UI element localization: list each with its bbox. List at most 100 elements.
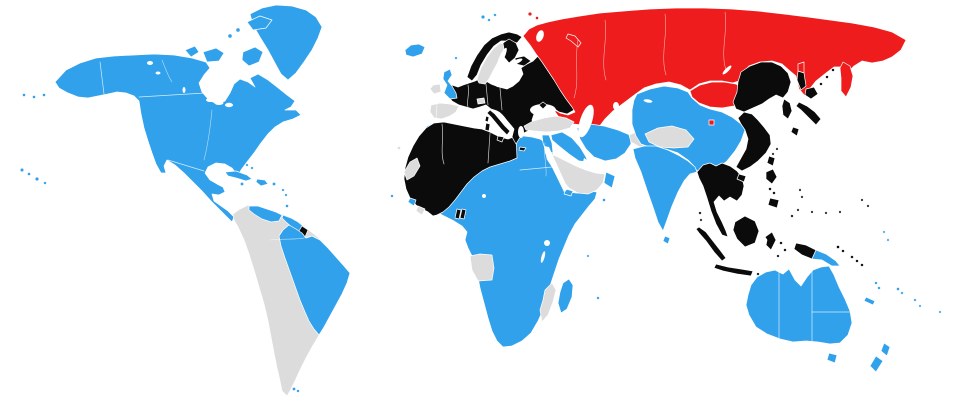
svalbard <box>493 13 497 17</box>
polynesia <box>938 310 942 314</box>
lake-baikal <box>722 65 732 75</box>
corsica <box>484 115 490 123</box>
lake-balkhash <box>643 99 653 103</box>
tasmania <box>826 352 838 364</box>
oman <box>603 171 616 189</box>
andaman-islands <box>699 218 703 222</box>
east-china-coast <box>735 111 772 172</box>
puerto-rico <box>272 182 276 186</box>
arctic-islands <box>241 46 264 67</box>
hawaii <box>35 177 39 181</box>
jamaica <box>240 182 244 186</box>
sardinia <box>484 122 491 132</box>
philippines-luzon <box>765 168 778 185</box>
mozambique <box>539 282 557 323</box>
italy <box>486 109 511 136</box>
great-lakes <box>214 101 224 105</box>
new-caledonia <box>863 296 876 306</box>
french-north-west-africa <box>403 121 518 217</box>
red-sea <box>544 146 568 192</box>
lake-tanganyika <box>540 251 546 263</box>
river-line <box>723 11 727 71</box>
adriatic-sea <box>496 110 510 128</box>
hispaniola <box>255 178 269 187</box>
caspian-sea <box>578 104 594 138</box>
great-lakes <box>206 98 214 102</box>
lake-chad <box>482 194 486 198</box>
kuril-islands <box>825 75 829 79</box>
ryukyu-islands <box>775 147 779 151</box>
ceylon <box>662 235 671 245</box>
river-line <box>203 109 213 161</box>
seychelles <box>586 254 590 258</box>
sumatra <box>695 226 727 262</box>
svalbard <box>487 18 491 22</box>
faroe-islands <box>454 56 458 60</box>
river-line <box>161 59 173 83</box>
levant <box>541 134 554 154</box>
philippines-mindanao <box>767 197 780 209</box>
togo-benin <box>454 208 462 220</box>
angola <box>469 253 495 282</box>
switzerland <box>476 97 486 105</box>
sierra-leone <box>407 197 417 207</box>
internal-borders <box>99 61 851 342</box>
country-border-line <box>441 123 445 165</box>
lake-victoria <box>544 240 550 246</box>
river-line <box>573 39 579 99</box>
franz-josef-land <box>528 12 532 16</box>
kuril-islands <box>831 68 835 72</box>
arctic-islands <box>246 15 273 31</box>
country-border-line <box>99 61 105 95</box>
ireland <box>429 83 442 95</box>
cuba <box>224 170 253 182</box>
rivers <box>161 11 727 241</box>
hawaii <box>27 172 31 176</box>
country-border-line <box>138 92 206 98</box>
country-border-line <box>167 159 205 172</box>
new-zealand-south <box>869 355 884 373</box>
sicily <box>496 135 505 143</box>
arctic-islands <box>235 27 241 33</box>
madagascar <box>557 278 574 314</box>
japan-hokkaido <box>804 86 819 100</box>
new-hebrides <box>877 286 881 290</box>
east-new-guinea <box>811 249 841 267</box>
solomon-islands <box>855 259 859 263</box>
bahamas <box>245 163 249 167</box>
mauritius <box>596 296 600 300</box>
palau <box>790 214 794 218</box>
white-sea <box>536 30 544 42</box>
australia <box>745 265 853 345</box>
micronesia-mandates <box>860 198 864 202</box>
svalbard <box>481 15 485 19</box>
country-border-line <box>519 166 553 171</box>
micronesia-mandates <box>838 210 842 214</box>
gilbert-ellice-islands <box>882 230 886 234</box>
aral-sea <box>613 102 619 110</box>
fiji <box>896 287 900 291</box>
liberia <box>415 205 426 216</box>
venezuela <box>248 205 283 223</box>
samoa-tonga <box>913 298 917 302</box>
solomon-islands <box>850 255 854 259</box>
falkland-islands <box>292 387 296 391</box>
gulf-of-bothnia <box>497 47 507 67</box>
togo-benin <box>459 208 467 220</box>
micronesia-mandates <box>796 208 800 212</box>
river-line <box>663 13 667 76</box>
gulf-of-finland <box>509 58 523 66</box>
south-sakhalin <box>796 70 807 91</box>
japan-honshu <box>795 101 822 126</box>
kamchatka <box>839 61 854 98</box>
aleutian-islands <box>32 95 36 99</box>
river-line <box>269 235 312 241</box>
canary-islands <box>397 146 401 150</box>
bismarck-islands <box>841 249 845 253</box>
burma-thailand-indochina-malaya <box>696 162 745 238</box>
cape-verde <box>390 194 394 198</box>
great-bear-lake <box>147 61 153 65</box>
borneo <box>732 215 760 248</box>
